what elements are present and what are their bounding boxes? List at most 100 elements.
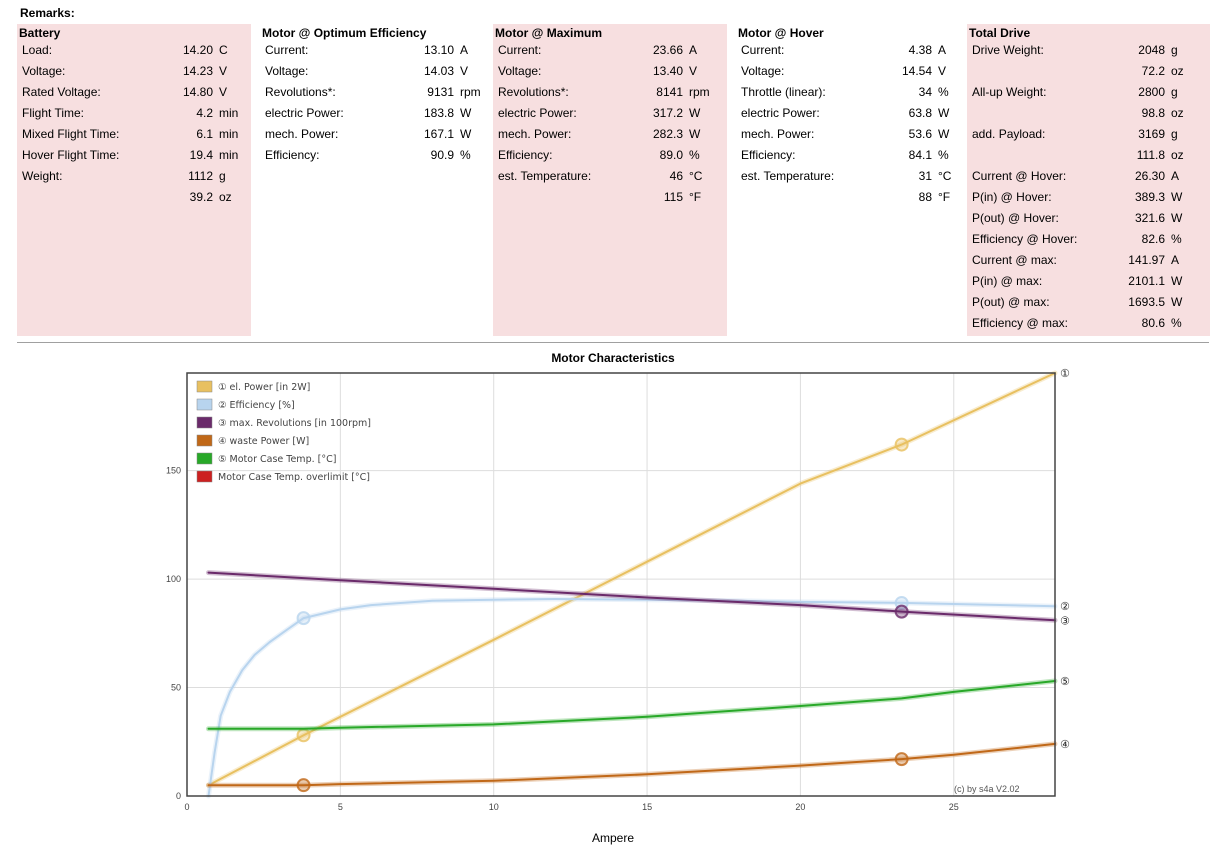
row-unit: V: [219, 85, 228, 99]
row-unit: rpm: [689, 85, 710, 99]
series-point-el_power: [894, 437, 909, 452]
row-value: 389.3: [1134, 190, 1165, 204]
series-end-marker-waste_power: ④: [1060, 738, 1070, 751]
row-unit: g: [1171, 127, 1178, 141]
row-value: 115: [663, 190, 683, 204]
row-unit: rpm: [460, 85, 481, 99]
x-tick-label: 20: [795, 802, 805, 812]
row-label: P(out) @ Hover:: [972, 211, 1059, 225]
row-unit: W: [689, 106, 701, 120]
panel-row: 111.8 oz: [967, 148, 1210, 169]
row-value: 183.8: [423, 106, 454, 120]
row-unit: min: [219, 148, 239, 162]
panel-row: add. Payload: 3169 g: [967, 127, 1210, 148]
legend-swatch-revolutions: [196, 416, 213, 429]
row-unit: W: [1171, 190, 1183, 204]
y-tick-label: 0: [176, 791, 181, 801]
row-label: Efficiency:: [741, 148, 796, 162]
row-value: 9131: [427, 85, 454, 99]
panel-row: electric Power: 63.8 W: [736, 106, 962, 127]
x-tick-label: 0: [184, 802, 189, 812]
legend-label-case_temp: ⑤ Motor Case Temp. [°C]: [218, 454, 336, 465]
panel-row: Efficiency: 89.0%: [493, 148, 727, 169]
panel-row: mech. Power: 167.1 W: [260, 127, 488, 148]
x-tick-label: 15: [642, 802, 652, 812]
panel-title: Battery: [19, 26, 61, 40]
y-tick-label: 50: [171, 683, 181, 693]
row-value: 14.23: [182, 64, 213, 78]
legend-label-el_power: ① el. Power [in 2W]: [218, 382, 310, 393]
row-label: Voltage:: [265, 64, 309, 78]
legend-swatch-efficiency: [196, 398, 213, 411]
panel-row: mech. Power: 282.3 W: [493, 127, 727, 148]
panel-row: 72.2 oz: [967, 64, 1210, 85]
row-unit: W: [938, 106, 950, 120]
panel-total-drive: Total Drive Drive Weight: 2048 g 72.2 oz All-u…: [967, 24, 1210, 336]
y-tick-label: 150: [166, 466, 181, 476]
legend-swatch-case_temp: [196, 452, 213, 465]
row-value: 90.9: [430, 148, 454, 162]
row-label: P(in) @ max:: [972, 274, 1043, 288]
row-unit: W: [1171, 274, 1183, 288]
panel-row: mech. Power: 53.6 W: [736, 127, 962, 148]
row-value: 4.2: [196, 106, 213, 120]
row-unit: °F: [938, 190, 951, 204]
row-value: 14.54: [901, 64, 932, 78]
series-line-waste_power: [207, 742, 1056, 787]
legend-swatch-overlimit: [196, 470, 213, 483]
row-label: est. Temperature:: [741, 169, 835, 183]
panel-row: Voltage: 14.03 V: [260, 64, 488, 85]
x-axis-label: Ampere: [591, 831, 635, 845]
panel-row: Efficiency @ max: 80.6%: [967, 316, 1210, 337]
row-unit: g: [1171, 43, 1178, 57]
row-label: P(in) @ Hover:: [972, 190, 1052, 204]
row-unit: %: [460, 148, 471, 162]
panel-row: Load: 14.20 C: [17, 43, 251, 64]
row-label: Voltage:: [22, 64, 66, 78]
panel-title: Total Drive: [969, 26, 1031, 40]
panel-row: Revolutions*: 8141 rpm: [493, 85, 727, 106]
chart-title: Motor Characteristics: [551, 351, 675, 365]
row-unit: oz: [219, 190, 232, 204]
row-value: 53.6: [908, 127, 932, 141]
panel-row: Drive Weight: 2048 g: [967, 43, 1210, 64]
row-label: Drive Weight:: [972, 43, 1044, 57]
panel-row: est. Temperature: 31 °C: [736, 169, 962, 190]
section-divider: [17, 342, 1209, 343]
row-label: est. Temperature:: [498, 169, 592, 183]
row-value: 39.2: [189, 190, 213, 204]
row-label: Efficiency @ Hover:: [972, 232, 1078, 246]
plot-frame: [186, 372, 1056, 797]
row-unit: A: [689, 43, 698, 57]
panel-row: P(in) @ Hover: 389.3 W: [967, 190, 1210, 211]
panel-row: P(out) @ max: 1693.5 W: [967, 295, 1210, 316]
panel-row: Mixed Flight Time: 6.1 min: [17, 127, 251, 148]
series-end-marker-revolutions: ③: [1060, 614, 1070, 627]
x-tick-label: 10: [489, 802, 499, 812]
row-value: 14.80: [182, 85, 213, 99]
row-value: 98.8: [1141, 106, 1165, 120]
row-label: Current @ max:: [972, 253, 1057, 267]
series-end-marker-el_power: ①: [1060, 367, 1070, 380]
row-label: Efficiency:: [265, 148, 320, 162]
plot-area: [187, 373, 1055, 796]
row-unit: W: [689, 127, 701, 141]
row-value: 141.97: [1128, 253, 1165, 267]
row-unit: %: [689, 148, 700, 162]
panel-row: P(out) @ Hover: 321.6 W: [967, 211, 1210, 232]
panel-row: Current: 23.66 A: [493, 43, 727, 64]
row-label: Current:: [265, 43, 309, 57]
row-unit: %: [1171, 232, 1182, 246]
x-tick-label: 25: [949, 802, 959, 812]
x-tick-label: 5: [338, 802, 343, 812]
row-label: P(out) @ max:: [972, 295, 1050, 309]
row-value: 80.6: [1141, 316, 1165, 330]
row-label: Current:: [498, 43, 542, 57]
row-label: Throttle (linear):: [741, 85, 826, 99]
row-unit: A: [1171, 169, 1180, 183]
row-unit: W: [1171, 295, 1183, 309]
row-label: electric Power:: [265, 106, 344, 120]
row-unit: V: [938, 64, 947, 78]
panel-row: electric Power: 317.2 W: [493, 106, 727, 127]
row-value: 6.1: [196, 127, 213, 141]
